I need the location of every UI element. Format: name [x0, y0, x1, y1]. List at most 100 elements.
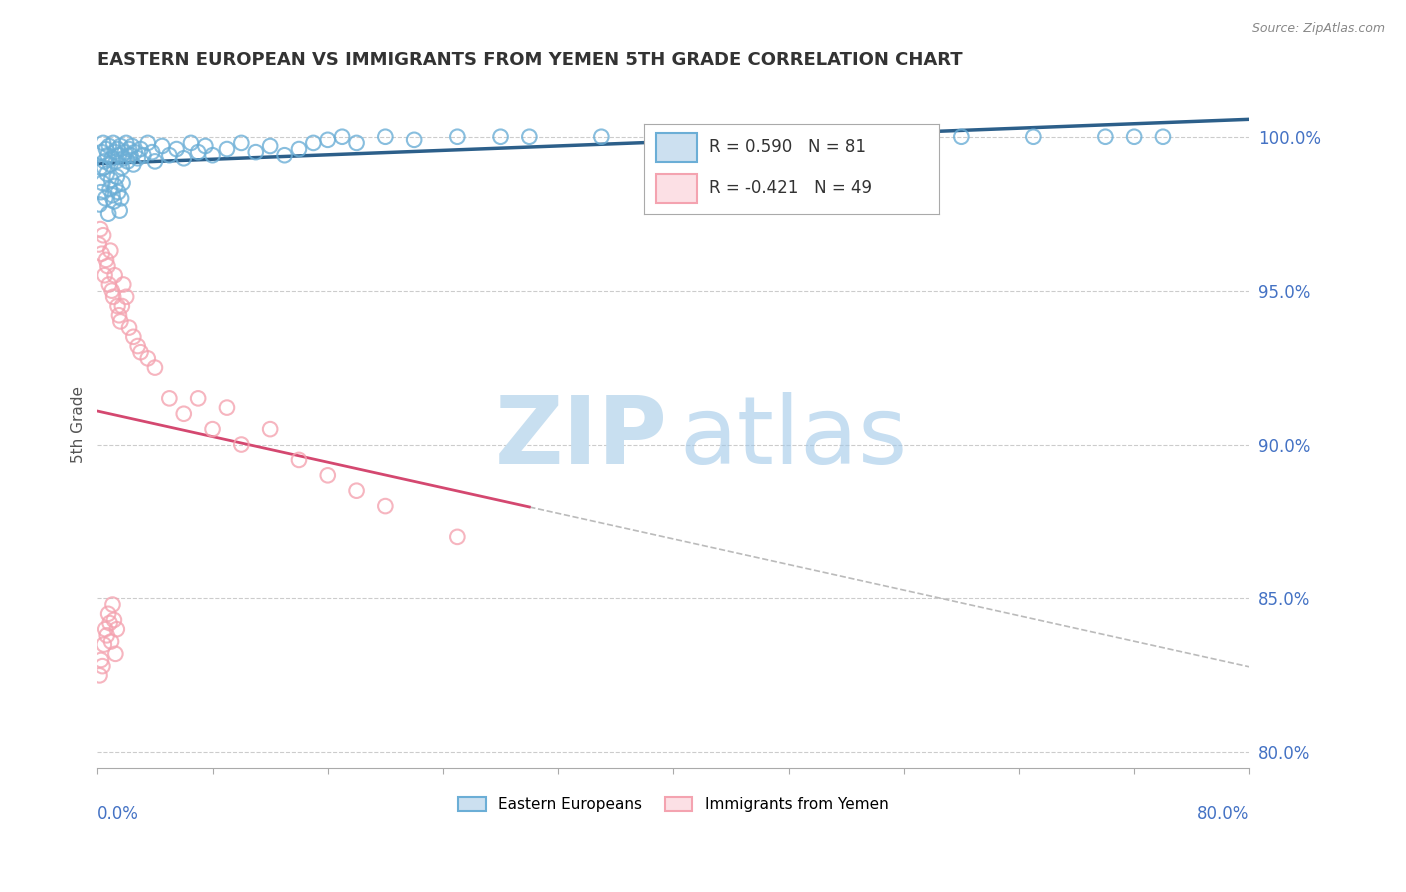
Point — [100, 284, 122, 298]
Y-axis label: 5th Grade: 5th Grade — [72, 386, 86, 463]
Text: ZIP: ZIP — [495, 392, 668, 484]
Point — [103, 290, 125, 304]
Point — [87, 237, 110, 252]
Point — [143, 154, 166, 169]
Point — [374, 129, 396, 144]
Point — [201, 148, 224, 162]
Point — [136, 351, 159, 366]
Point — [662, 129, 685, 144]
Point — [591, 129, 613, 144]
Point — [110, 314, 132, 328]
Point — [121, 139, 143, 153]
Point — [108, 148, 131, 162]
Point — [96, 167, 118, 181]
Point — [141, 145, 163, 160]
Point — [112, 277, 135, 292]
Point — [104, 145, 127, 160]
Point — [98, 615, 121, 630]
Point — [120, 148, 142, 162]
Point — [97, 607, 120, 621]
Point — [1123, 129, 1146, 144]
Point — [446, 129, 468, 144]
Point — [950, 129, 973, 144]
Point — [107, 142, 129, 156]
Point — [157, 148, 180, 162]
Point — [98, 244, 121, 258]
Point — [100, 634, 122, 648]
Point — [346, 136, 368, 150]
Text: 80.0%: 80.0% — [1197, 805, 1250, 823]
Point — [96, 628, 118, 642]
Point — [108, 203, 131, 218]
Point — [107, 185, 129, 199]
Point — [94, 622, 117, 636]
Point — [734, 129, 756, 144]
Point — [517, 129, 540, 144]
Text: R = 0.590   N = 81: R = 0.590 N = 81 — [709, 138, 866, 156]
Point — [101, 188, 124, 202]
Point — [157, 392, 180, 406]
Point — [127, 151, 149, 165]
Point — [1022, 129, 1045, 144]
Point — [122, 157, 145, 171]
Point — [100, 151, 122, 165]
Point — [127, 339, 149, 353]
Point — [180, 136, 202, 150]
Point — [94, 191, 117, 205]
Point — [194, 139, 217, 153]
Point — [98, 157, 121, 171]
Point — [91, 228, 114, 243]
Point — [187, 145, 209, 160]
Point — [489, 129, 512, 144]
Point — [91, 176, 114, 190]
Point — [187, 392, 209, 406]
Point — [103, 194, 125, 209]
Point — [122, 330, 145, 344]
Point — [103, 136, 125, 150]
Point — [90, 653, 112, 667]
Point — [89, 161, 111, 175]
Point — [94, 252, 117, 267]
Point — [104, 647, 127, 661]
Point — [806, 129, 828, 144]
Point — [104, 179, 127, 194]
Point — [96, 259, 118, 273]
Point — [136, 136, 159, 150]
Point — [173, 151, 195, 165]
Point — [231, 437, 253, 451]
Point — [89, 668, 111, 682]
Point — [259, 139, 281, 153]
Point — [118, 142, 141, 156]
Point — [231, 136, 253, 150]
Point — [446, 530, 468, 544]
Point — [97, 277, 120, 292]
Point — [91, 136, 114, 150]
Point — [111, 161, 134, 175]
Point — [110, 191, 132, 205]
Point — [117, 154, 139, 169]
Point — [316, 133, 339, 147]
Point — [107, 299, 129, 313]
Point — [879, 129, 901, 144]
Text: Source: ZipAtlas.com: Source: ZipAtlas.com — [1251, 22, 1385, 36]
Point — [1094, 129, 1116, 144]
Text: R = -0.421   N = 49: R = -0.421 N = 49 — [709, 179, 872, 197]
Point — [124, 145, 146, 160]
Point — [93, 161, 115, 175]
Point — [108, 308, 131, 322]
Point — [273, 148, 295, 162]
Point — [93, 154, 115, 169]
Point — [89, 222, 111, 236]
Point — [374, 499, 396, 513]
Point — [302, 136, 325, 150]
Point — [129, 142, 152, 156]
Point — [97, 139, 120, 153]
Point — [346, 483, 368, 498]
Point — [150, 139, 173, 153]
Point — [112, 151, 135, 165]
Point — [215, 142, 238, 156]
Point — [288, 142, 311, 156]
Text: 0.0%: 0.0% — [97, 805, 139, 823]
Point — [100, 173, 122, 187]
Point — [101, 598, 124, 612]
